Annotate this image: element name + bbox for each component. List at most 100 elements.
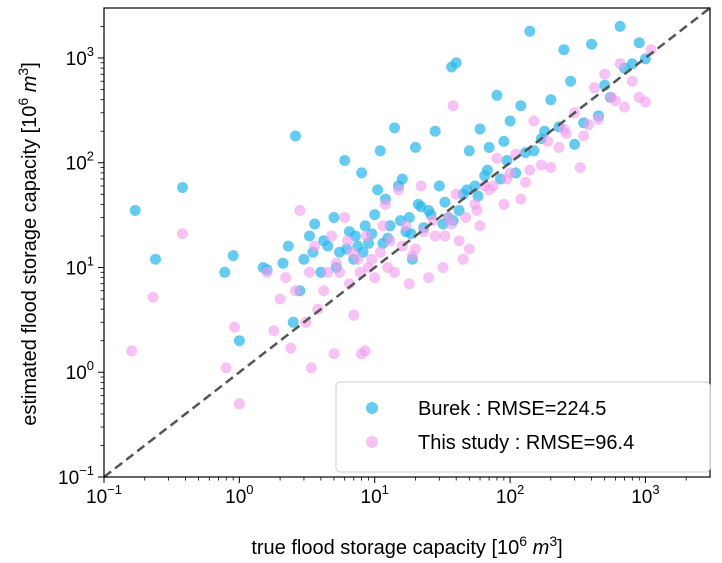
data-point (342, 235, 353, 247)
data-point (460, 212, 472, 223)
legend-box (335, 381, 711, 473)
data-point (227, 250, 239, 262)
data-point (528, 115, 540, 127)
data-point (369, 209, 381, 221)
data-point (374, 246, 386, 258)
data-point (349, 230, 361, 242)
data-point (403, 212, 415, 223)
x-tick-label: 100 (225, 482, 253, 508)
data-point (599, 68, 611, 80)
data-point (569, 138, 581, 150)
data-point (229, 321, 240, 333)
data-point (515, 193, 527, 205)
data-point (304, 230, 315, 242)
y-tick-label: 100 (66, 358, 94, 384)
series-1 (126, 44, 657, 410)
data-point (447, 100, 459, 112)
x-tick-label: 10−1 (86, 482, 122, 508)
one-to-one-reference-line (103, 7, 711, 478)
data-point (586, 38, 598, 50)
data-point (339, 155, 351, 166)
data-point (437, 262, 449, 273)
data-point (129, 205, 141, 216)
data-point (150, 253, 161, 265)
data-point (439, 196, 451, 208)
y-tick-label: 10−1 (58, 463, 94, 489)
data-point (372, 184, 384, 196)
data-point (520, 176, 531, 188)
data-point (322, 266, 334, 278)
data-point (450, 188, 462, 200)
x-axis-label: true flood storage capacity [106 m3] (251, 533, 562, 559)
data-point (354, 266, 366, 278)
data-point (356, 167, 368, 179)
data-point (457, 253, 469, 265)
data-point (487, 180, 499, 192)
data-point (369, 272, 381, 284)
data-point (410, 141, 421, 153)
data-point (481, 164, 493, 176)
legend-label-burek: Burek : RMSE=224.5 (418, 398, 606, 420)
points-layer (126, 20, 657, 410)
data-point (415, 180, 427, 192)
y-axis-label: estimated flood storage capacity [106 m3… (15, 62, 41, 426)
data-point (423, 272, 435, 284)
data-point (498, 135, 510, 147)
data-point (471, 205, 483, 216)
data-point (501, 173, 513, 185)
data-point (384, 235, 396, 247)
y-tick-label: 103 (66, 44, 94, 70)
data-point (614, 58, 626, 70)
data-point (282, 240, 294, 252)
data-point (433, 180, 445, 192)
data-point (524, 164, 536, 176)
data-point (545, 94, 557, 106)
data-point (287, 316, 299, 328)
data-point (339, 212, 351, 223)
data-point (359, 220, 371, 232)
data-point (558, 44, 570, 56)
data-point (406, 250, 418, 262)
data-point (305, 362, 317, 374)
data-point (463, 145, 475, 157)
data-point (593, 113, 604, 125)
data-point (450, 57, 462, 69)
data-point (374, 145, 386, 157)
data-point (474, 123, 486, 135)
data-point (366, 253, 378, 265)
data-point (588, 82, 600, 94)
axis-ticks: 10−1 100 101 102 103 10−1 100 101 102 103 (58, 26, 687, 508)
data-point (177, 182, 188, 193)
data-point (147, 291, 159, 303)
data-point (277, 257, 289, 269)
data-point (361, 230, 372, 242)
data-point (565, 75, 577, 87)
data-point (545, 162, 557, 173)
data-point (261, 266, 273, 278)
y-tick-label: 102 (66, 149, 94, 175)
data-point (415, 201, 427, 213)
data-point (393, 184, 404, 196)
data-point (429, 125, 441, 137)
data-point (498, 198, 510, 210)
data-point (309, 240, 321, 252)
data-point (177, 228, 188, 240)
data-point (515, 100, 527, 112)
data-point (553, 141, 565, 153)
data-point (633, 37, 645, 49)
legend: Burek : RMSE=224.5 This study : RMSE=96.… (335, 381, 711, 473)
data-point (346, 246, 358, 258)
data-point (639, 96, 651, 108)
x-tick-label: 103 (631, 482, 659, 508)
data-point (396, 173, 408, 185)
legend-label-this-study: This study : RMSE=96.4 (418, 432, 634, 454)
data-point (280, 272, 292, 284)
data-point (328, 348, 340, 360)
data-point (298, 253, 310, 265)
data-point (463, 243, 475, 255)
data-point (626, 58, 638, 70)
data-point (403, 278, 415, 290)
data-point (290, 285, 301, 297)
data-point (268, 325, 280, 337)
